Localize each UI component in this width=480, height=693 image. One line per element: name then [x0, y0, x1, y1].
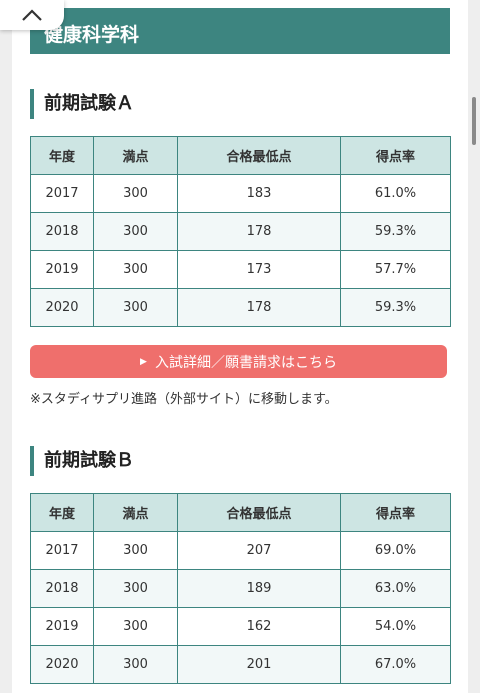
admission-info-button-label: 入試詳細／願書請求はこちら: [154, 354, 337, 371]
exam-b-table: 年度 満点 合格最低点 得点率 2017 300 207 69.0% 2018 …: [30, 493, 451, 684]
cell-year: 2020: [30, 288, 94, 327]
cell-full-score: 300: [93, 174, 178, 213]
cell-full-score: 300: [93, 531, 178, 570]
chevron-up-icon: [22, 9, 42, 21]
header-score-rate: 得点率: [340, 136, 451, 175]
cell-min-pass-score: 183: [177, 174, 341, 213]
cell-score-rate: 59.3%: [340, 288, 451, 327]
cell-min-pass-score: 173: [177, 250, 341, 289]
cell-full-score: 300: [93, 645, 178, 684]
table-row: 2019 300 173 57.7%: [30, 250, 451, 289]
table-row: 2018 300 189 63.0%: [30, 569, 451, 608]
exam-a-title: 前期試験Ａ: [30, 89, 134, 119]
cell-full-score: 300: [93, 607, 178, 646]
cell-score-rate: 63.0%: [340, 569, 451, 608]
table-row: 2020 300 201 67.0%: [30, 645, 451, 684]
cell-min-pass-score: 162: [177, 607, 341, 646]
cell-year: 2018: [30, 569, 94, 608]
header-min-pass-score: 合格最低点: [177, 493, 341, 532]
back-to-top-button[interactable]: [0, 0, 64, 30]
header-score-rate: 得点率: [340, 493, 451, 532]
cell-score-rate: 67.0%: [340, 645, 451, 684]
cell-min-pass-score: 207: [177, 531, 341, 570]
cell-score-rate: 61.0%: [340, 174, 451, 213]
external-site-note: ※スタディサプリ進路（外部サイト）に移動します。: [30, 392, 338, 407]
cell-year: 2019: [30, 250, 94, 289]
cell-min-pass-score: 178: [177, 288, 341, 327]
scrollbar[interactable]: [472, 97, 476, 145]
table-header-row: 年度 満点 合格最低点 得点率: [30, 136, 451, 175]
header-full-score: 満点: [93, 493, 178, 532]
cell-full-score: 300: [93, 212, 178, 251]
table-row: 2018 300 178 59.3%: [30, 212, 451, 251]
exam-b-title: 前期試験Ｂ: [30, 446, 134, 476]
header-full-score: 満点: [93, 136, 178, 175]
cell-year: 2017: [30, 174, 94, 213]
table-row: 2017 300 183 61.0%: [30, 174, 451, 213]
table-row: 2020 300 178 59.3%: [30, 288, 451, 327]
department-title: 健康科学科: [30, 8, 450, 54]
cell-full-score: 300: [93, 288, 178, 327]
cell-score-rate: 57.7%: [340, 250, 451, 289]
cell-score-rate: 59.3%: [340, 212, 451, 251]
header-min-pass-score: 合格最低点: [177, 136, 341, 175]
admission-info-button[interactable]: ▶ 入試詳細／願書請求はこちら: [30, 345, 447, 378]
table-row: 2019 300 162 54.0%: [30, 607, 451, 646]
header-year: 年度: [30, 493, 94, 532]
cell-year: 2017: [30, 531, 94, 570]
header-year: 年度: [30, 136, 94, 175]
cell-score-rate: 69.0%: [340, 531, 451, 570]
cell-full-score: 300: [93, 569, 178, 608]
exam-a-table: 年度 満点 合格最低点 得点率 2017 300 183 61.0% 2018 …: [30, 136, 451, 327]
table-row: 2017 300 207 69.0%: [30, 531, 451, 570]
cell-year: 2020: [30, 645, 94, 684]
cell-year: 2019: [30, 607, 94, 646]
cell-min-pass-score: 201: [177, 645, 341, 684]
cell-year: 2018: [30, 212, 94, 251]
cell-full-score: 300: [93, 250, 178, 289]
table-header-row: 年度 満点 合格最低点 得点率: [30, 493, 451, 532]
cell-score-rate: 54.0%: [340, 607, 451, 646]
triangle-right-icon: ▶: [140, 356, 147, 367]
cell-min-pass-score: 189: [177, 569, 341, 608]
cell-min-pass-score: 178: [177, 212, 341, 251]
